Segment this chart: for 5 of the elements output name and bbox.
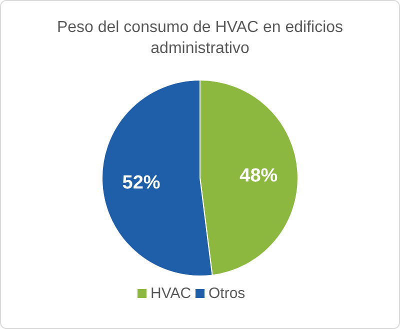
legend-label: Otros	[208, 285, 246, 302]
chart-title: Peso del consumo de HVAC en edificios administrativo	[56, 19, 344, 57]
data-label: 48%	[240, 165, 278, 186]
legend-label: HVAC	[150, 285, 192, 302]
data-label: 52%	[122, 172, 160, 194]
